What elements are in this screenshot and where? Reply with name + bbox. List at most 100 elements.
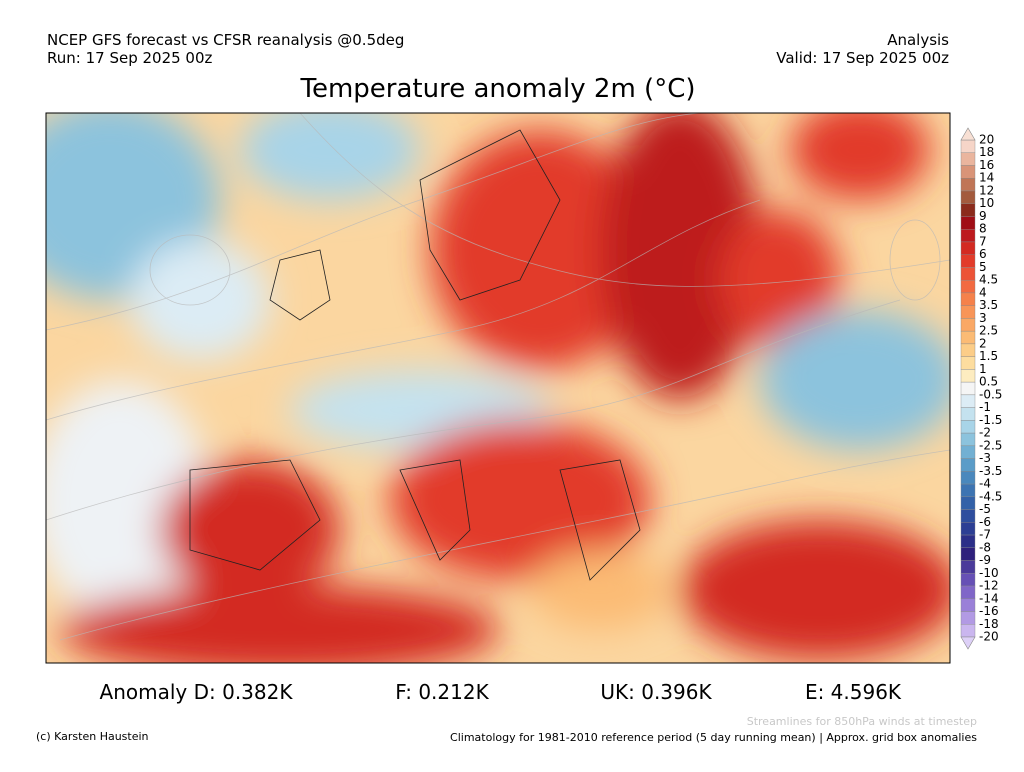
colorbar-label: 18 [979,145,994,159]
colorbar-label: -9 [979,553,991,567]
colorbar-label: -12 [979,579,999,593]
colorbar-label: -16 [979,604,999,618]
credit: (c) Karsten Haustein [36,730,149,743]
colorbar-label: 16 [979,158,994,172]
header-left-2: Run: 17 Sep 2025 00z [47,49,213,67]
colorbar-label: 14 [979,171,994,185]
stat-f: F: 0.212K [395,680,489,704]
colorbar-label: -4 [979,477,991,491]
title: Temperature anomaly 2m (°C) [300,74,696,104]
colorbar-box [960,292,976,306]
map-frame [45,112,951,664]
colorbar-label: -4.5 [979,489,1002,503]
colorbar-box [960,560,976,574]
colorbar-box [960,458,976,472]
colorbar-box [960,139,976,153]
map [46,113,950,663]
streamline-note: Streamlines for 850hPa winds at timestep [747,715,977,728]
header-right-1: Analysis [887,31,949,49]
colorbar-label: -2.5 [979,438,1002,452]
colorbar-label: -6 [979,515,991,529]
colorbar-box [960,547,976,561]
colorbar-box [960,203,976,217]
colorbar-box [960,624,976,638]
colorbar-box [960,279,976,294]
colorbar-box [960,190,976,204]
stat-uk: UK: 0.396K [600,680,712,704]
colorbar-box [960,267,976,281]
colorbar-box [960,394,976,408]
climatology-note: Climatology for 1981-2010 reference peri… [450,731,977,744]
colorbar-label: 10 [979,196,994,210]
colorbar-box [960,522,976,536]
colorbar-box [960,483,976,498]
colorbar-label: 20 [979,133,994,147]
colorbar-label: -7 [979,528,991,542]
colorbar-box [960,152,976,166]
colorbar-box [960,432,976,447]
colorbar-label: 3 [979,311,987,325]
colorbar-box [960,445,976,459]
stat-e: E: 4.596K [805,680,902,704]
colorbar-box [960,534,976,548]
colorbar-label: -20 [979,630,999,644]
streamlines [46,113,950,641]
stat-d: Anomaly D: 0.382K [100,680,294,704]
colorbar-label: 5 [979,260,987,274]
colorbar-box [960,165,976,179]
header-left-1: NCEP GFS forecast vs CFSR reanalysis @0.… [47,31,404,49]
colorbar-box [960,509,976,523]
colorbar: 201816141210987654.543.532.521.510.5-0.5… [960,127,1002,650]
colorbar-label: 1.5 [979,349,998,363]
colorbar-box [960,229,976,243]
colorbar-box [960,241,976,255]
colorbar-label: -18 [979,617,999,631]
colorbar-box [960,573,976,587]
colorbar-label: 1 [979,362,987,376]
colorbar-label: -8 [979,540,991,554]
colorbar-label: -10 [979,566,999,580]
colorbar-label: -3 [979,451,991,465]
colorbar-label: -3.5 [979,464,1002,478]
colorbar-box [960,420,976,434]
colorbar-box [960,356,976,370]
colorbar-box [960,216,976,230]
colorbar-label: -1.5 [979,413,1002,427]
colorbar-label: -2 [979,426,991,440]
colorbar-box [960,330,976,345]
header-right-2: Valid: 17 Sep 2025 00z [776,49,949,67]
colorbar-box [960,178,976,192]
colorbar-label: 12 [979,183,994,197]
colorbar-label: 7 [979,234,987,248]
colorbar-label: -0.5 [979,387,1002,401]
colorbar-label: 4 [979,285,987,299]
colorbar-label: 9 [979,209,987,223]
colorbar-box [960,407,976,421]
colorbar-box [960,318,976,332]
colorbar-box [960,254,976,268]
colorbar-label: -14 [979,591,999,605]
colorbar-box [960,471,976,485]
colorbar-label: 3.5 [979,298,998,312]
colorbar-box [960,381,976,396]
colorbar-box [960,343,976,357]
colorbar-under [960,636,976,650]
colorbar-label: 2.5 [979,324,998,338]
colorbar-over [960,127,976,141]
colorbar-box [960,305,976,319]
colorbar-label: 0.5 [979,375,998,389]
colorbar-label: 4.5 [979,273,998,287]
colorbar-label: 8 [979,222,987,236]
colorbar-box [960,598,976,612]
colorbar-label: -5 [979,502,991,516]
colorbar-box [960,585,976,599]
colorbar-label: 6 [979,247,987,261]
colorbar-label: 2 [979,336,987,350]
anomaly-field [46,113,950,663]
colorbar-box [960,611,976,625]
coastlines [189,129,641,581]
colorbar-label: -1 [979,400,991,414]
colorbar-box [960,369,976,383]
